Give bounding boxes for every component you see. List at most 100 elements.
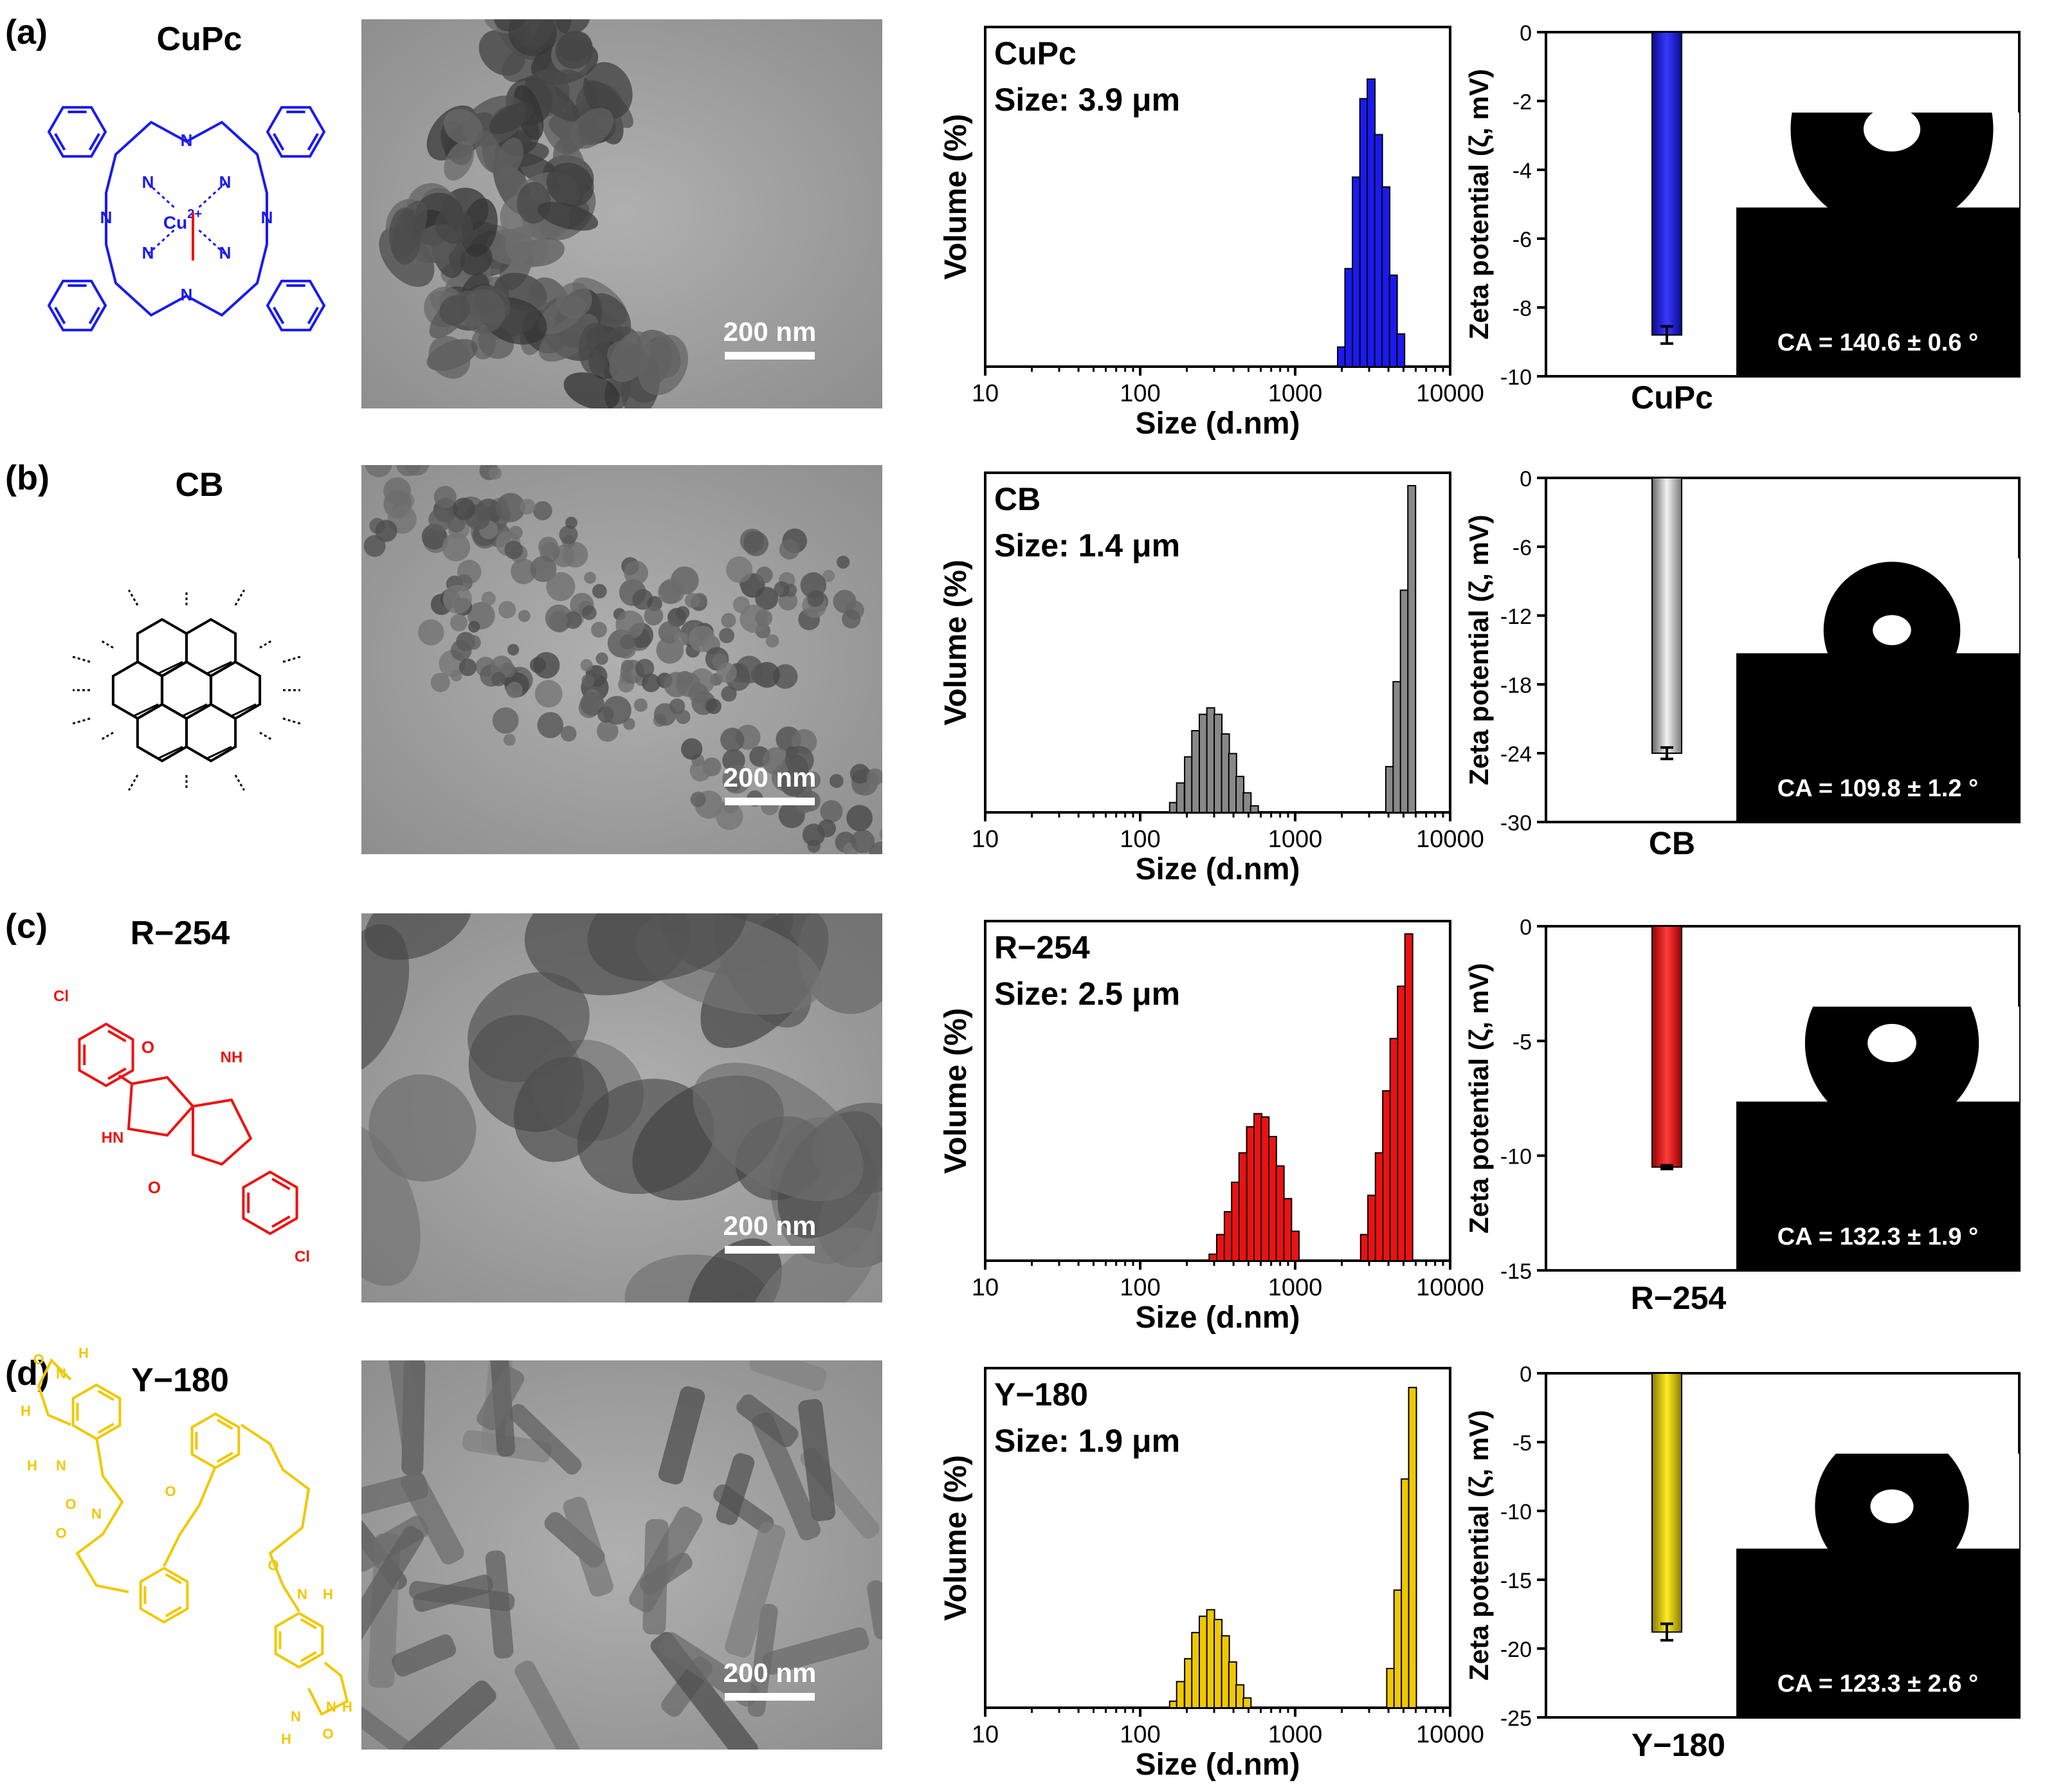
benzene-ring [266, 279, 326, 332]
tem-particle [716, 803, 743, 830]
tem-particle [361, 924, 410, 1075]
panel-letter: (b) [5, 459, 50, 497]
dangling-bond [234, 589, 245, 606]
dls-bar [1246, 1126, 1255, 1261]
dangling-bond [259, 639, 274, 649]
tem-particle [442, 533, 471, 562]
tem-particle [443, 109, 483, 145]
tem-particle [375, 520, 397, 542]
tem-particle [504, 226, 549, 268]
tem-particle [565, 517, 577, 529]
benzimidazolone-ring [274, 1611, 324, 1669]
dls-bar [1283, 1198, 1293, 1261]
atom-label: O [165, 1483, 176, 1499]
dls-x-tick-label: 10000 [1416, 1274, 1484, 1301]
dls-bar [1235, 776, 1245, 813]
tem-particle [538, 296, 586, 334]
atom-label: O [65, 1496, 76, 1512]
tem-particle [563, 372, 620, 408]
tem-particle [705, 699, 722, 715]
tem-particle [587, 913, 747, 982]
dls-x-tick-label: 10 [972, 1274, 999, 1301]
tem-particle [807, 590, 824, 607]
tem-particle [537, 712, 564, 738]
tem-particle [580, 691, 604, 716]
zeta-chart: 0 -6 -12 -18 -24 -30 Zeta potential (ζ, mV) CB C… [1464, 467, 2021, 861]
dls-bar [1385, 765, 1394, 814]
dls-sample-label: CB [994, 481, 1041, 517]
tem-particle [624, 560, 648, 585]
tem-particle [688, 683, 709, 704]
tem-particle [434, 208, 473, 244]
tem-particles [363, 465, 922, 854]
dls-bar [1242, 1697, 1252, 1709]
dls-bar [1408, 1387, 1417, 1708]
dls-bar [1388, 274, 1398, 368]
zeta-bar [1651, 1373, 1682, 1633]
tem-particle [684, 592, 700, 608]
tem-particle [725, 1522, 786, 1658]
tem-particle [395, 465, 421, 477]
compound-name: Y−180 [131, 1362, 229, 1399]
panel-letter: (a) [5, 13, 48, 51]
carbon-ring [136, 702, 188, 763]
contact-angle-label: CA = 109.8 ± 1.2 ° [1777, 775, 1978, 802]
tem-image: 200 nm [361, 19, 882, 408]
zeta-y-tick-label: -30 [1500, 811, 1532, 836]
chemical-structure: N N N N N N N N Cu2+ [47, 105, 326, 332]
dls-bar [1275, 1165, 1285, 1262]
compound-name: CB [175, 466, 223, 504]
contact-angle-substrate [1736, 653, 2019, 822]
atom-label: H [281, 1731, 291, 1747]
dls-x-axis-label: Size (d.nm) [1135, 1748, 1300, 1782]
tem-particle [659, 1632, 759, 1707]
tem-particle [581, 605, 597, 621]
tem-particle [721, 686, 737, 702]
dls-plot-frame [984, 26, 1451, 368]
dls-bar [1213, 713, 1223, 813]
tem-particle [658, 1386, 705, 1485]
tem-particle [644, 606, 664, 626]
dls-x-tick-label: 1000 [1268, 1274, 1323, 1301]
tem-particle [720, 727, 745, 752]
dls-bar [1206, 707, 1215, 813]
tem-particle [653, 703, 677, 726]
tem-particle [689, 760, 711, 782]
tem-particle [902, 812, 922, 832]
atom-label: H [78, 1345, 89, 1361]
tem-particle [507, 644, 520, 656]
tem-particle [580, 659, 593, 672]
atom-label: N [56, 1458, 66, 1474]
tem-particle [468, 972, 590, 1083]
tem-particle [559, 525, 578, 544]
tem-particle [762, 1627, 869, 1675]
tem-particle [803, 771, 821, 789]
zeta-y-axis-label: Zeta potential (ζ, mV) [1464, 69, 1494, 340]
tem-particle [491, 672, 506, 687]
linker-chain [75, 1437, 129, 1593]
dangling-bond [72, 717, 91, 725]
tem-particle [468, 621, 480, 633]
tem-particle [361, 1526, 424, 1651]
tem-particle [552, 612, 568, 628]
tem-particle [511, 558, 536, 585]
tem-particle [798, 1399, 836, 1522]
tem-particle [481, 591, 496, 606]
carbon-ring [185, 702, 237, 763]
dls-sample-label: Y−180 [994, 1376, 1088, 1413]
tem-particle [518, 610, 531, 623]
atom-label: N [261, 208, 273, 227]
tem-particle [388, 1360, 424, 1459]
tem-particle [750, 1227, 877, 1303]
dls-chart: 10 100 1000 10000 Size (d.nm) Volume (%) CB Siz… [939, 471, 1484, 886]
tem-particle [418, 619, 444, 646]
dls-x-tick-label: 10000 [1416, 826, 1484, 853]
phenoxy-ring [190, 1412, 241, 1470]
zeta-bar [1651, 477, 1682, 754]
tem-particle [496, 138, 523, 177]
dls-x-tick-label: 10000 [1416, 1721, 1484, 1748]
dls-bar [1198, 713, 1208, 813]
